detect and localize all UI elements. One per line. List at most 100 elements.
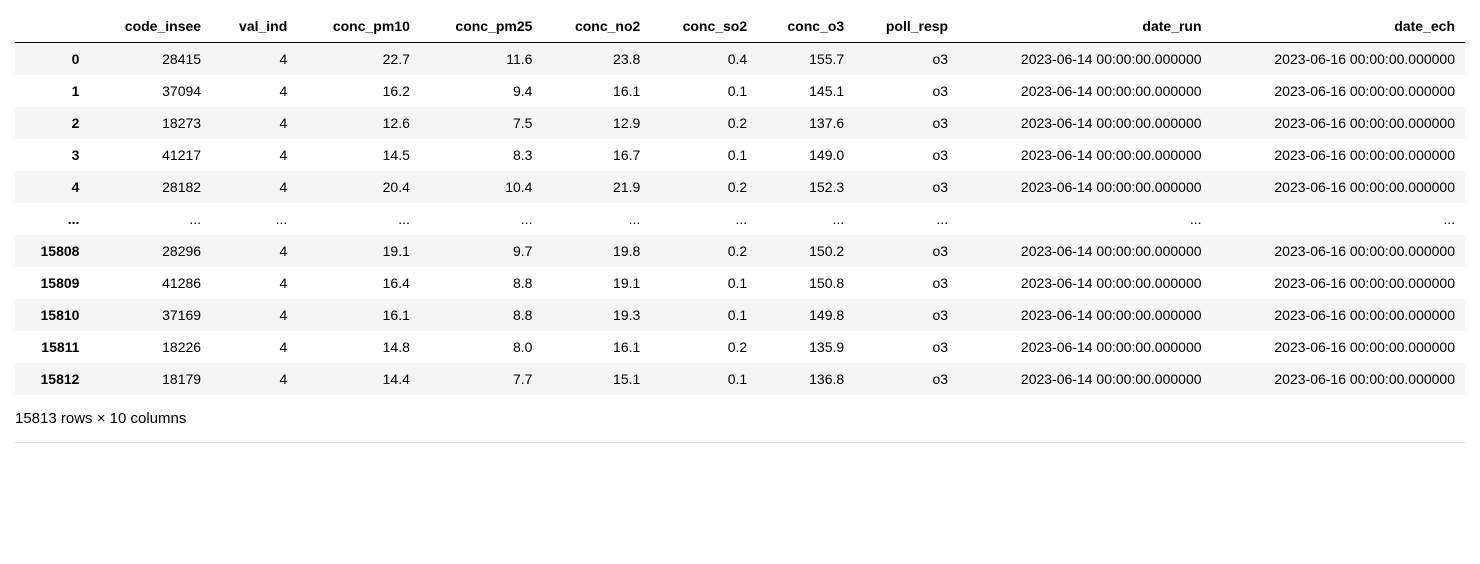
cell: 16.1	[297, 299, 420, 331]
cell: 21.9	[542, 171, 650, 203]
dataframe-output: code_insee val_ind conc_pm10 conc_pm25 c…	[15, 10, 1465, 443]
cell: 10.4	[420, 171, 543, 203]
cell: 0.2	[650, 331, 757, 363]
cell: 2023-06-16 00:00:00.000000	[1212, 331, 1465, 363]
cell: 2023-06-14 00:00:00.000000	[958, 363, 1211, 395]
cell: 0.1	[650, 267, 757, 299]
cell: 4	[211, 43, 297, 76]
col-header: conc_pm10	[297, 10, 420, 43]
cell: 2023-06-14 00:00:00.000000	[958, 107, 1211, 139]
cell: 149.0	[757, 139, 854, 171]
cell: 19.3	[542, 299, 650, 331]
cell: 8.8	[420, 299, 543, 331]
cell: 2023-06-16 00:00:00.000000	[1212, 107, 1465, 139]
table-row: .................................	[15, 203, 1465, 235]
cell: 149.8	[757, 299, 854, 331]
cell: 0.1	[650, 363, 757, 395]
cell: 0.4	[650, 43, 757, 76]
cell: 4	[211, 139, 297, 171]
cell: o3	[854, 171, 958, 203]
cell: 4	[211, 331, 297, 363]
col-header: conc_no2	[542, 10, 650, 43]
cell: 2023-06-16 00:00:00.000000	[1212, 75, 1465, 107]
cell: 16.1	[542, 331, 650, 363]
row-index: 15810	[15, 299, 89, 331]
row-index: 15809	[15, 267, 89, 299]
cell: ...	[1212, 203, 1465, 235]
cell: 4	[211, 171, 297, 203]
cell: 12.9	[542, 107, 650, 139]
cell: 22.7	[297, 43, 420, 76]
cell: 28182	[89, 171, 211, 203]
col-header: conc_so2	[650, 10, 757, 43]
cell: 18273	[89, 107, 211, 139]
cell: 16.2	[297, 75, 420, 107]
row-index: 0	[15, 43, 89, 76]
cell: o3	[854, 75, 958, 107]
row-index: 1	[15, 75, 89, 107]
cell: 14.4	[297, 363, 420, 395]
cell: 152.3	[757, 171, 854, 203]
cell: 2023-06-14 00:00:00.000000	[958, 299, 1211, 331]
table-row: 1580828296419.19.719.80.2150.2o32023-06-…	[15, 235, 1465, 267]
cell: 2023-06-14 00:00:00.000000	[958, 235, 1211, 267]
cell: o3	[854, 363, 958, 395]
cell: 9.4	[420, 75, 543, 107]
table-footer: 15813 rows × 10 columns	[15, 395, 1465, 432]
cell: ...	[420, 203, 543, 235]
cell: 16.7	[542, 139, 650, 171]
cell: 150.2	[757, 235, 854, 267]
table-row: 428182420.410.421.90.2152.3o32023-06-14 …	[15, 171, 1465, 203]
dataframe-table: code_insee val_ind conc_pm10 conc_pm25 c…	[15, 10, 1465, 395]
table-row: 1581218179414.47.715.10.1136.8o32023-06-…	[15, 363, 1465, 395]
cell: 11.6	[420, 43, 543, 76]
col-header: date_ech	[1212, 10, 1465, 43]
cell: 37169	[89, 299, 211, 331]
table-row: 1580941286416.48.819.10.1150.8o32023-06-…	[15, 267, 1465, 299]
cell: 41286	[89, 267, 211, 299]
cell: 0.1	[650, 299, 757, 331]
cell: o3	[854, 331, 958, 363]
cell: o3	[854, 267, 958, 299]
table-row: 341217414.58.316.70.1149.0o32023-06-14 0…	[15, 139, 1465, 171]
cell: 136.8	[757, 363, 854, 395]
cell: 0.1	[650, 139, 757, 171]
row-index: 15811	[15, 331, 89, 363]
cell: 4	[211, 107, 297, 139]
cell: 4	[211, 299, 297, 331]
col-header: val_ind	[211, 10, 297, 43]
header-row: code_insee val_ind conc_pm10 conc_pm25 c…	[15, 10, 1465, 43]
cell: 15.1	[542, 363, 650, 395]
cell: 14.5	[297, 139, 420, 171]
cell: 4	[211, 235, 297, 267]
cell: 150.8	[757, 267, 854, 299]
table-row: 1581118226414.88.016.10.2135.9o32023-06-…	[15, 331, 1465, 363]
cell: 8.8	[420, 267, 543, 299]
table-row: 137094416.29.416.10.1145.1o32023-06-14 0…	[15, 75, 1465, 107]
cell: 2023-06-16 00:00:00.000000	[1212, 139, 1465, 171]
cell: 2023-06-14 00:00:00.000000	[958, 75, 1211, 107]
cell: 2023-06-14 00:00:00.000000	[958, 139, 1211, 171]
cell: 2023-06-16 00:00:00.000000	[1212, 267, 1465, 299]
cell: ...	[757, 203, 854, 235]
cell: o3	[854, 299, 958, 331]
cell: 14.8	[297, 331, 420, 363]
cell: 2023-06-16 00:00:00.000000	[1212, 299, 1465, 331]
cell: ...	[958, 203, 1211, 235]
cell: 2023-06-16 00:00:00.000000	[1212, 235, 1465, 267]
col-header: conc_o3	[757, 10, 854, 43]
row-index: 4	[15, 171, 89, 203]
cell: 2023-06-16 00:00:00.000000	[1212, 171, 1465, 203]
cell: ...	[297, 203, 420, 235]
cell: 20.4	[297, 171, 420, 203]
cell: 4	[211, 75, 297, 107]
cell: 19.1	[542, 267, 650, 299]
col-header: code_insee	[89, 10, 211, 43]
col-header: poll_resp	[854, 10, 958, 43]
cell: o3	[854, 235, 958, 267]
cell: 2023-06-16 00:00:00.000000	[1212, 43, 1465, 76]
cell: 2023-06-14 00:00:00.000000	[958, 171, 1211, 203]
cell: 37094	[89, 75, 211, 107]
col-header: date_run	[958, 10, 1211, 43]
cell: 2023-06-14 00:00:00.000000	[958, 331, 1211, 363]
